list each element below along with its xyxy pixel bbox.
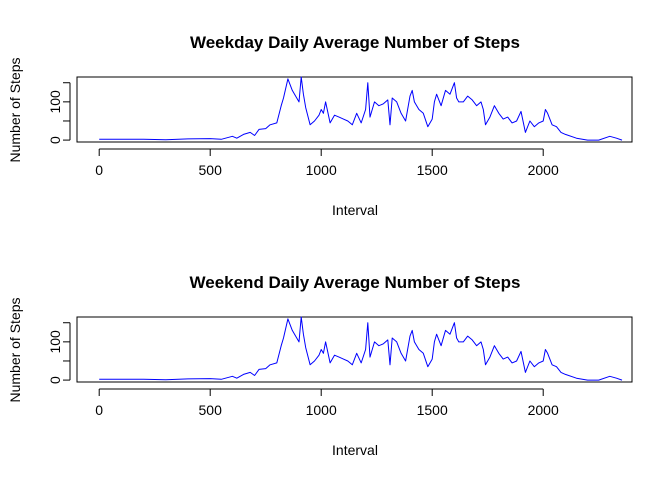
weekend-y-axis-label: Number of Steps (7, 297, 23, 402)
weekday-x-tick-label: 1000 (306, 162, 337, 178)
weekday-series (99, 76, 623, 141)
weekend-x-tick-label: 1500 (417, 402, 448, 418)
weekend-chart-title: Weekend Daily Average Number of Steps (190, 273, 521, 292)
weekend-panel: Weekend Daily Average Number of Steps 0 5… (7, 273, 633, 458)
weekend-x-tick-label: 1000 (306, 402, 337, 418)
weekday-x-tick-label: 1500 (417, 162, 448, 178)
weekday-plot-frame (76, 76, 633, 143)
weekday-x-tick-label: 0 (95, 162, 103, 178)
weekend-y-tick-label: 0 (47, 376, 63, 384)
weekend-x-axis-label: Interval (332, 442, 378, 458)
weekday-x-axis-label: Interval (332, 202, 378, 218)
weekday-x-axis: 0 500 1000 1500 2000 (95, 148, 559, 178)
weekend-x-tick-label: 0 (95, 402, 103, 418)
weekday-y-tick-label: 0 (47, 136, 63, 144)
weekend-x-tick-label: 2000 (528, 402, 559, 418)
weekday-x-tick-label: 2000 (528, 162, 559, 178)
weekend-y-tick-label: 100 (47, 330, 63, 354)
weekend-y-axis: 0 100 (47, 322, 71, 384)
weekday-steps-line (99, 76, 623, 141)
weekend-series (99, 316, 623, 381)
weekend-plot-frame (76, 316, 633, 383)
weekend-x-axis: 0 500 1000 1500 2000 (95, 388, 559, 418)
weekend-x-tick-label: 500 (199, 402, 223, 418)
weekday-y-axis-label: Number of Steps (7, 57, 23, 162)
weekday-y-axis: 0 100 (47, 82, 71, 144)
weekend-steps-line (99, 316, 623, 381)
weekday-chart-title: Weekday Daily Average Number of Steps (190, 33, 520, 52)
weekday-y-tick-label: 100 (47, 90, 63, 114)
weekday-panel: Weekday Daily Average Number of Steps 0 5… (7, 33, 633, 218)
weekday-x-tick-label: 500 (199, 162, 223, 178)
